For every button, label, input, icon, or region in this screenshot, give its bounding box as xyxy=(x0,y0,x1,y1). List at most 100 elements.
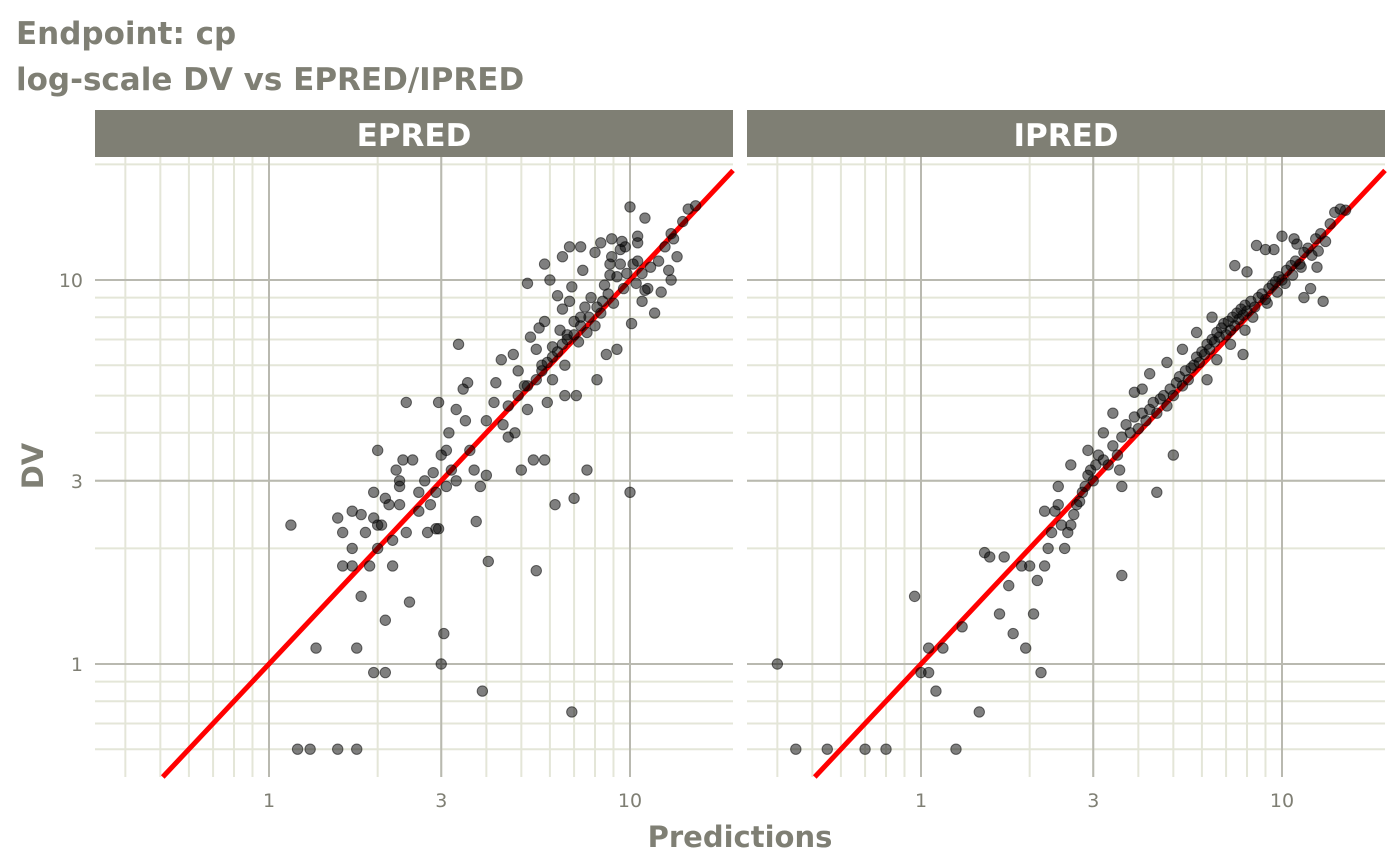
data-point xyxy=(859,743,871,755)
data-point xyxy=(521,403,534,416)
data-point xyxy=(611,343,623,355)
data-point xyxy=(1052,498,1064,511)
data-point xyxy=(556,303,569,315)
data-point xyxy=(607,297,620,309)
data-point xyxy=(563,241,576,253)
data-point xyxy=(435,658,447,670)
data-point xyxy=(1237,348,1249,361)
y-axis-title: DV xyxy=(16,442,50,489)
data-point xyxy=(403,596,416,608)
data-point xyxy=(413,486,425,498)
data-point xyxy=(574,320,587,332)
data-point xyxy=(636,267,648,280)
y-ticks: 1 3 10 xyxy=(59,270,83,676)
data-point xyxy=(1132,422,1145,435)
data-point xyxy=(538,454,551,466)
strip-label-epred: EPRED xyxy=(357,118,472,154)
x-tick-label: 3 xyxy=(435,790,447,812)
data-point xyxy=(512,389,524,402)
data-point xyxy=(386,560,399,572)
data-point xyxy=(424,498,437,511)
panel-ipred: IPRED 1 3 10 xyxy=(747,110,1387,812)
data-point xyxy=(1023,560,1036,572)
data-point xyxy=(1193,356,1205,369)
data-point xyxy=(1288,233,1300,245)
data-point xyxy=(1143,368,1156,380)
data-point xyxy=(524,331,537,343)
data-point xyxy=(1020,642,1032,654)
data-point xyxy=(546,374,559,386)
data-point xyxy=(659,241,671,253)
data-point xyxy=(1140,415,1152,427)
data-point xyxy=(583,311,595,323)
data-point xyxy=(616,235,628,248)
data-point xyxy=(400,396,412,409)
data-point xyxy=(450,403,462,416)
data-point xyxy=(973,706,985,718)
data-point xyxy=(440,444,453,457)
data-point xyxy=(304,743,316,755)
data-point xyxy=(445,464,458,476)
data-point xyxy=(371,542,384,555)
data-point xyxy=(559,389,571,402)
plot-title: Endpoint: cp xyxy=(16,16,236,52)
data-point xyxy=(642,282,654,295)
data-point xyxy=(480,415,493,427)
data-point xyxy=(368,486,380,498)
data-point xyxy=(1116,480,1128,493)
data-point xyxy=(1038,560,1051,572)
data-point xyxy=(1082,444,1094,457)
data-point xyxy=(1038,505,1051,517)
data-point xyxy=(310,642,322,654)
data-point xyxy=(589,246,601,259)
data-point xyxy=(452,338,465,351)
data-point xyxy=(1176,343,1189,355)
data-point xyxy=(1031,574,1044,587)
data-point xyxy=(427,466,439,479)
data-point xyxy=(570,389,583,402)
data-point xyxy=(413,505,425,517)
data-point xyxy=(1097,427,1110,439)
data-point xyxy=(566,706,578,718)
data-point xyxy=(790,743,802,755)
data-point xyxy=(956,621,968,633)
data-point xyxy=(530,564,542,577)
data-point xyxy=(1286,269,1299,281)
data-point xyxy=(530,343,542,355)
data-point xyxy=(937,642,949,654)
data-point xyxy=(1058,542,1071,555)
data-point xyxy=(538,258,551,270)
data-point xyxy=(1182,374,1194,386)
data-point xyxy=(397,454,409,466)
data-point xyxy=(652,255,665,267)
data-point xyxy=(1261,297,1273,309)
data-point xyxy=(536,365,548,377)
data-point xyxy=(461,377,474,389)
data-point xyxy=(1003,579,1015,592)
data-point xyxy=(655,286,667,298)
data-point xyxy=(393,480,406,493)
data-point xyxy=(450,475,462,487)
data-point xyxy=(393,498,406,511)
data-point xyxy=(285,519,297,531)
data-point xyxy=(908,590,921,603)
data-point xyxy=(589,320,601,332)
data-point xyxy=(383,498,395,511)
data-point xyxy=(1151,486,1163,498)
data-point xyxy=(1116,569,1128,582)
data-point xyxy=(530,374,542,386)
data-point xyxy=(507,348,519,361)
data-point xyxy=(1087,475,1099,487)
data-point xyxy=(509,427,521,439)
x-tick-label: 3 xyxy=(1087,790,1099,812)
data-point xyxy=(1239,324,1251,336)
data-point xyxy=(648,307,661,319)
data-point xyxy=(1247,311,1259,323)
data-point xyxy=(1304,282,1317,295)
data-point xyxy=(1295,261,1307,273)
data-point xyxy=(432,396,445,409)
data-point xyxy=(993,608,1006,620)
data-point xyxy=(880,743,892,755)
data-point xyxy=(515,464,528,476)
data-point xyxy=(371,519,384,531)
